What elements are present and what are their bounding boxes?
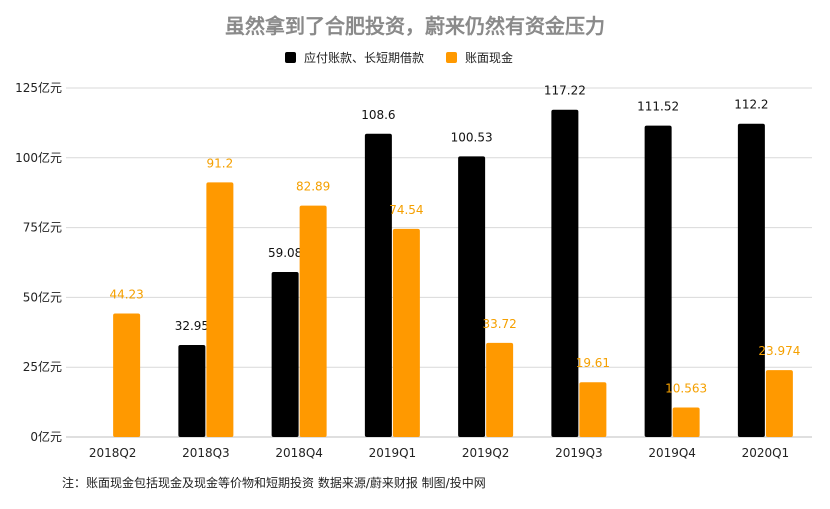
x-tick-label: 2019Q4: [648, 446, 696, 460]
bar-series-a: [644, 125, 672, 437]
bar-series-a: [458, 156, 486, 437]
data-label-series-b: 82.89: [296, 180, 330, 194]
legend-item-series-b: 账面现金: [446, 49, 513, 66]
data-label-series-a: 108.6: [361, 108, 395, 122]
legend-label-series-b: 账面现金: [465, 51, 514, 65]
legend-swatch-series-b: [446, 52, 458, 63]
y-tick-label: 75亿元: [23, 220, 62, 235]
chart-title: 虽然拿到了合肥投资，蔚来仍然有资金压力: [225, 14, 605, 38]
data-label-series-b: 19.61: [576, 356, 610, 370]
bar-series-b: [206, 182, 234, 437]
data-label-series-b: 10.563: [665, 382, 707, 396]
x-tick-label: 2018Q2: [89, 446, 137, 460]
bar-series-b: [672, 407, 700, 437]
bar-series-a: [271, 272, 299, 437]
bar-series-b: [486, 342, 514, 437]
data-label-series-b: 91.2: [207, 156, 234, 170]
x-tick-label: 2019Q1: [369, 446, 417, 460]
x-tick-label: 2019Q3: [555, 446, 603, 460]
data-label-series-a: 32.95: [175, 319, 209, 333]
bar-series-b: [765, 370, 793, 437]
y-tick-label: 50亿元: [23, 289, 62, 304]
y-tick-label: 125亿元: [15, 80, 62, 95]
y-tick-label: 25亿元: [23, 359, 62, 374]
data-label-series-a: 112.2: [734, 98, 768, 112]
y-tick-label: 0亿元: [30, 429, 62, 444]
data-label-series-b: 33.72: [482, 317, 516, 331]
data-label-series-a: 100.53: [451, 130, 493, 144]
x-tick-label: 2018Q3: [182, 446, 230, 460]
data-label-series-a: 117.22: [544, 84, 586, 98]
x-tick-label: 2020Q1: [742, 446, 790, 460]
bar-series-b: [579, 382, 607, 437]
legend: 应付账款、长短期借款 账面现金: [285, 49, 535, 66]
legend-item-series-a: 应付账款、长短期借款: [285, 49, 424, 66]
bar-series-b: [299, 205, 327, 437]
data-label-series-a: 111.52: [637, 100, 679, 114]
bar-series-a: [551, 109, 579, 437]
legend-label-series-a: 应付账款、长短期借款: [304, 51, 425, 65]
x-tick-label: 2018Q4: [275, 446, 323, 460]
source-note: 注：账面现金包括现金及现金等价物和短期投资 数据来源/蔚来财报 制图/投中网: [62, 476, 486, 490]
y-tick-label: 100亿元: [15, 150, 62, 165]
data-label-series-b: 74.54: [389, 203, 423, 217]
bar-series-a: [737, 123, 765, 437]
bar-series-a: [364, 133, 392, 437]
legend-swatch-series-a: [285, 52, 296, 63]
x-tick-label: 2019Q2: [462, 446, 510, 460]
bar-series-a: [178, 345, 206, 437]
data-label-series-b: 23.974: [758, 344, 800, 358]
data-label-series-b: 44.23: [109, 288, 143, 302]
data-label-series-a: 59.08: [268, 246, 302, 260]
bar-series-b: [113, 313, 141, 437]
bar-series-b: [392, 228, 420, 437]
